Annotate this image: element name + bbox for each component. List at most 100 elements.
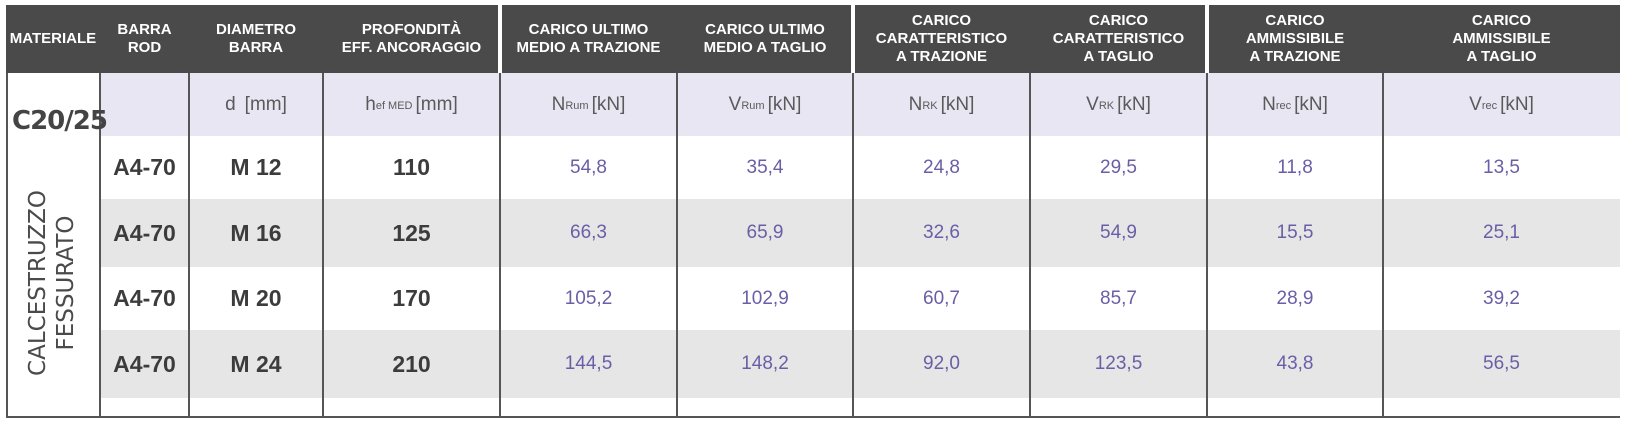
- material-description: CALCESTRUZZO FESSURATO: [24, 190, 80, 376]
- value-cell: 29,5: [1030, 136, 1207, 199]
- value-cell: 56,5: [1383, 330, 1620, 398]
- column-header: CARICO AMMISSIBILE A TRAZIONE: [1207, 5, 1383, 73]
- header-line: BARRA: [117, 21, 172, 38]
- unit-cell: V RK [kN]: [1030, 73, 1207, 136]
- header-line: DIAMETRO: [216, 21, 296, 38]
- column-divider: [1029, 73, 1031, 418]
- unit-cell: V Rum [kN]: [677, 73, 853, 136]
- header-line: ROD: [127, 39, 162, 56]
- hef-cell: 125: [323, 199, 500, 267]
- diametro-cell: M 16: [189, 199, 323, 267]
- value-cell: 60,7: [853, 267, 1030, 330]
- column-header: BARRA ROD: [100, 5, 189, 73]
- barra-cell: A4-70: [100, 330, 189, 398]
- unit-cell: N RK [kN]: [853, 73, 1030, 136]
- unit-label: [mm]: [244, 93, 287, 115]
- unit-label: [kN]: [591, 93, 626, 115]
- header-gap: [851, 5, 855, 73]
- header-line: AMMISSIBILE: [1245, 30, 1345, 47]
- value-cell: 13,5: [1383, 136, 1620, 199]
- column-divider: [1382, 73, 1384, 418]
- unit-label: [mm]: [415, 93, 458, 115]
- unit-label: [kN]: [940, 93, 975, 115]
- material-label: C20/25 CALCESTRUZZO FESSURATO: [6, 73, 108, 418]
- header-line: MATERIALE: [9, 30, 97, 47]
- unit-subscript: Rum: [741, 99, 765, 112]
- unit-subscript: RK: [1098, 99, 1115, 112]
- header-line: A TRAZIONE: [1249, 48, 1341, 65]
- header-line: MEDIO A TRAZIONE: [516, 39, 661, 56]
- unit-symbol: d: [225, 93, 236, 115]
- column-divider: [188, 73, 190, 418]
- table-left-border: [6, 73, 8, 418]
- header-line: A TAGLIO: [1083, 48, 1154, 65]
- unit-symbol: N: [908, 93, 923, 115]
- hef-cell: 170: [323, 267, 500, 330]
- header-gap: [498, 5, 502, 73]
- unit-cell: h ef MED [mm]: [323, 73, 500, 136]
- header-line: CARATTERISTICO: [875, 30, 1008, 47]
- header-line: CARICO: [1088, 12, 1149, 29]
- value-cell: 35,4: [677, 136, 853, 199]
- unit-subscript: RK: [922, 99, 938, 112]
- material-line1: CALCESTRUZZO: [25, 190, 51, 376]
- value-cell: 11,8: [1207, 136, 1383, 199]
- unit-symbol: N: [551, 93, 566, 115]
- column-header: PROFONDITÀ EFF. ANCORAGGIO: [323, 5, 500, 73]
- unit-cell: N Rum [kN]: [500, 73, 677, 136]
- barra-cell: A4-70: [100, 267, 189, 330]
- unit-label: [kN]: [1117, 93, 1151, 115]
- unit-symbol: V: [1086, 93, 1099, 115]
- value-cell: 25,1: [1383, 199, 1620, 267]
- column-header: CARICO AMMISSIBILE A TAGLIO: [1383, 5, 1620, 73]
- unit-label: [kN]: [1294, 93, 1328, 115]
- column-divider: [499, 73, 501, 418]
- barra-cell: A4-70: [100, 136, 189, 199]
- value-cell: 54,8: [500, 136, 677, 199]
- material-line2: FESSURATO: [53, 215, 79, 351]
- barra-cell: A4-70: [100, 199, 189, 267]
- value-cell: 144,5: [500, 330, 677, 398]
- diametro-cell: M 12: [189, 136, 323, 199]
- header-gap: [1205, 5, 1209, 73]
- value-cell: 32,6: [853, 199, 1030, 267]
- header-line: CARICO: [1471, 12, 1532, 29]
- unit-symbol: V: [728, 93, 742, 115]
- unit-subscript: ef MED: [375, 99, 413, 112]
- column-header: CARICO ULTIMO MEDIO A TAGLIO: [677, 5, 853, 73]
- header-line: CARICO: [911, 12, 972, 29]
- column-divider: [322, 73, 324, 418]
- unit-label: [kN]: [767, 93, 802, 115]
- value-cell: 39,2: [1383, 267, 1620, 330]
- header-line: EFF. ANCORAGGIO: [341, 39, 482, 56]
- unit-symbol: h: [365, 93, 376, 115]
- column-header: CARICO CARATTERISTICO A TRAZIONE: [853, 5, 1030, 73]
- unit-subscript: rec: [1481, 99, 1498, 112]
- column-header: DIAMETRO BARRA: [189, 5, 323, 73]
- unit-symbol: V: [1469, 93, 1482, 115]
- value-cell: 43,8: [1207, 330, 1383, 398]
- header-line: MEDIO A TAGLIO: [703, 39, 827, 56]
- column-header: CARICO CARATTERISTICO A TAGLIO: [1030, 5, 1207, 73]
- column-divider: [852, 73, 854, 418]
- value-cell: 24,8: [853, 136, 1030, 199]
- hef-cell: 210: [323, 330, 500, 398]
- diametro-cell: M 20: [189, 267, 323, 330]
- unit-label: [kN]: [1500, 93, 1534, 115]
- value-cell: 28,9: [1207, 267, 1383, 330]
- header-line: A TAGLIO: [1466, 48, 1537, 65]
- value-cell: 15,5: [1207, 199, 1383, 267]
- column-header: MATERIALE: [6, 5, 100, 73]
- header-line: BARRA: [228, 39, 284, 56]
- header-line: CARICO ULTIMO: [705, 21, 825, 38]
- hef-cell: 110: [323, 136, 500, 199]
- load-table: MATERIALE BARRA ROD DIAMETRO BARRA PROFONDITÀ…: [6, 5, 1620, 418]
- unit-symbol: N: [1262, 93, 1276, 115]
- header-line: CARICO: [1265, 12, 1325, 29]
- value-cell: 92,0: [853, 330, 1030, 398]
- value-cell: 148,2: [677, 330, 853, 398]
- column-divider: [99, 73, 101, 418]
- value-cell: 123,5: [1030, 330, 1207, 398]
- value-cell: 105,2: [500, 267, 677, 330]
